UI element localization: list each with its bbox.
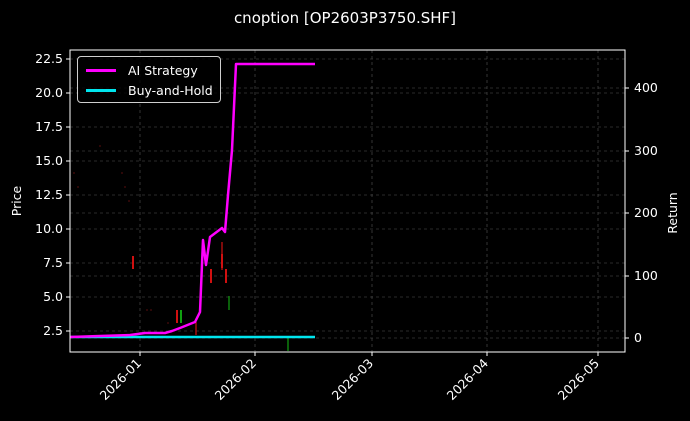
x-tick: 2026-05 [555,356,603,404]
x-tick: 2026-04 [444,355,492,403]
y-left-tick: 12.5 [35,187,63,202]
plot-frame [69,49,626,353]
y-left-tick: 15.0 [35,153,63,168]
candlesticks [132,242,289,351]
y-left-label: Price [9,185,24,216]
left-axis [66,58,70,332]
legend-item-ai-strategy: AI Strategy [86,61,198,79]
ai-strategy-line [69,62,315,339]
legend-item-buy-and-hold: Buy-and-Hold [86,81,213,99]
y-right-tick: 400 [634,80,658,95]
chart-title: cnoption [OP2603P3750.SHF] [233,9,457,27]
faint-price-points [73,145,169,324]
x-tick: 2026-02 [212,356,260,404]
y-right-label: Return [665,192,680,233]
y-left-tick: 10.0 [35,221,63,236]
legend-label: AI Strategy [128,62,198,78]
legend-swatch-icon [86,68,116,72]
y-left-tick: 2.5 [43,323,63,338]
legend-label: Buy-and-Hold [128,82,213,98]
right-axis [625,87,629,339]
y-right-tick: 100 [634,268,658,283]
y-left-tick: 7.5 [43,255,63,270]
y-right-tick: 300 [634,143,658,158]
y-left-tick: 20.0 [35,85,63,100]
y-right-tick: 200 [634,205,658,220]
y-left-tick: 17.5 [35,119,63,134]
y-left-tick: 22.5 [35,51,63,66]
legend-swatch-icon [86,88,116,92]
x-tick: 2026-03 [329,356,377,404]
x-axis [139,352,599,356]
y-left-tick: 5.0 [43,289,63,304]
y-right-tick: 0 [634,330,642,345]
legend: AI Strategy Buy-and-Hold [77,56,221,103]
x-tick: 2026-01 [97,356,145,404]
